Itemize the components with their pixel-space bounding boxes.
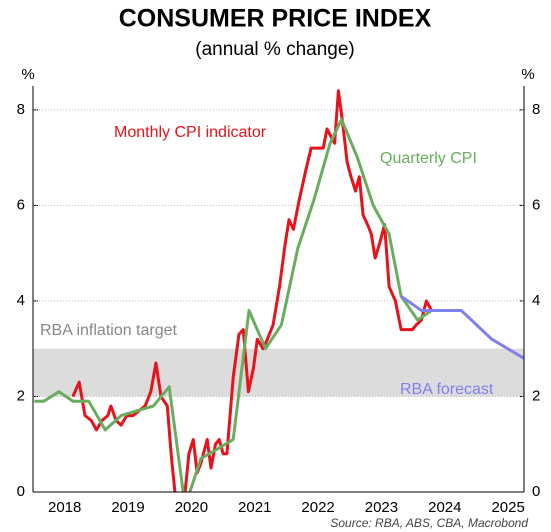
y2-tick-label: 4 <box>532 292 540 309</box>
series-line <box>400 294 524 360</box>
x-tick-label: 2025 <box>491 499 524 516</box>
y-unit-right: % <box>521 66 534 83</box>
x-tick-label: 2021 <box>238 499 271 516</box>
x-tick-label: 2019 <box>111 499 144 516</box>
y-tick-label: 6 <box>17 196 25 213</box>
chart-subtitle: (annual % change) <box>195 39 355 60</box>
y-tick-label: 0 <box>17 483 25 500</box>
x-tick-label: 2022 <box>301 499 334 516</box>
y-tick-label: 2 <box>17 387 25 404</box>
y-tick-label: 4 <box>17 292 25 309</box>
y-unit-left: % <box>21 66 34 83</box>
series-line <box>71 89 433 492</box>
x-tick-label: 2020 <box>175 499 208 516</box>
y-tick-label: 8 <box>17 101 25 118</box>
x-tick-label: 2023 <box>365 499 398 516</box>
y2-tick-label: 6 <box>532 196 540 213</box>
target-band-label: RBA inflation target <box>40 322 178 339</box>
chart-title: CONSUMER PRICE INDEX <box>119 5 432 33</box>
y2-tick-label: 8 <box>532 101 540 118</box>
series-label: Quarterly CPI <box>380 150 477 167</box>
series-label: RBA forecast <box>400 381 494 398</box>
plot-area <box>34 89 524 492</box>
series-line <box>34 117 433 492</box>
x-tick-label: 2018 <box>48 499 81 516</box>
x-tick-label: 2024 <box>428 499 461 516</box>
y2-tick-label: 0 <box>532 483 540 500</box>
target-band <box>33 348 524 397</box>
series-label: Monthly CPI indicator <box>114 124 267 141</box>
y2-tick-label: 2 <box>532 387 540 404</box>
source-note: Source: RBA, ABS, CBA, Macrobond <box>330 516 528 530</box>
